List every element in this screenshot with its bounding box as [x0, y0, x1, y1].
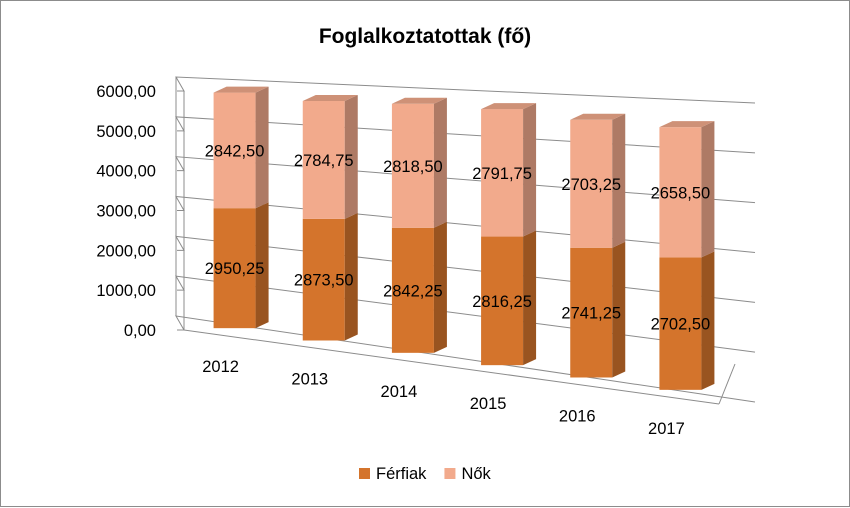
bar-front-Nők — [659, 127, 702, 258]
y-tick-label: 5000,00 — [96, 123, 156, 141]
y-tick-label: 3000,00 — [96, 203, 156, 221]
floor-right-edge — [718, 363, 736, 405]
bar-top-Nők — [659, 121, 715, 128]
bar-front-Nők — [302, 100, 345, 219]
bar-side-Férfiak — [523, 230, 537, 366]
bar-top-Nők — [391, 97, 447, 104]
gridlines — [175, 76, 756, 405]
bar-top-Nők — [302, 94, 358, 101]
data-label: 2784,75 — [294, 152, 354, 170]
bar-front-Férfiak — [481, 236, 524, 366]
bar-front-Nők — [481, 109, 524, 237]
bar-front-Férfiak — [391, 227, 434, 353]
bar-front-Nők — [213, 92, 256, 209]
x-category-label: 2014 — [381, 383, 418, 401]
gridline — [175, 156, 756, 204]
bar-top-Nők — [481, 103, 537, 110]
x-category-label: 2012 — [202, 358, 239, 376]
legend-label: Férfiak — [376, 465, 427, 483]
gridline — [175, 275, 756, 353]
data-label: 2741,25 — [561, 305, 621, 323]
y-axis-ticks: 0,00 1000,00 2000,00 3000,00 4000,00 5000,00 6… — [96, 83, 156, 340]
bar-side-Nők — [255, 86, 269, 209]
gridline — [175, 235, 756, 303]
legend-label: Nők — [461, 465, 491, 483]
legend: Férfiak Nők — [359, 465, 492, 483]
data-label: 2702,50 — [651, 316, 711, 334]
data-label: 2842,25 — [383, 282, 443, 300]
bar-side-Férfiak — [344, 212, 358, 341]
y-tick-label: 4000,00 — [96, 163, 156, 181]
floor-front-edge — [183, 329, 720, 405]
bar-side-Férfiak — [612, 241, 626, 378]
data-label: 2950,25 — [205, 260, 265, 278]
bar-front-Nők — [570, 119, 613, 248]
bar-front-Férfiak — [213, 208, 256, 329]
y-tick-label: 2000,00 — [96, 242, 156, 260]
legend-swatch — [359, 468, 370, 479]
bar-side-Nők — [433, 97, 447, 228]
chart-title: Foglalkoztatottak (fő) — [319, 25, 531, 48]
bar-side-Férfiak — [433, 221, 447, 353]
bar-front-Férfiak — [570, 247, 613, 378]
data-label: 2703,25 — [561, 176, 621, 194]
legend-swatch — [444, 468, 456, 479]
bar-side-Férfiak — [701, 251, 715, 390]
bar-side-Nők — [612, 113, 626, 248]
y-tick-label: 1000,00 — [96, 282, 156, 300]
bars — [213, 86, 715, 390]
gridline — [175, 116, 756, 154]
y-tick-label: 0,00 — [124, 322, 156, 340]
gridline — [175, 195, 756, 253]
x-axis-categories: 2012 2013 2014 2015 2016 2017 — [202, 358, 685, 438]
data-label: 2842,50 — [205, 142, 265, 160]
x-category-label: 2017 — [648, 420, 685, 438]
x-category-label: 2016 — [559, 408, 596, 426]
gridline — [175, 76, 756, 104]
bar-front-Férfiak — [659, 257, 702, 390]
x-category-label: 2015 — [470, 395, 507, 413]
data-label: 2658,50 — [651, 184, 711, 202]
bar-top-Nők — [213, 86, 269, 93]
bar-front-Nők — [391, 103, 434, 228]
data-label: 2791,75 — [472, 165, 532, 183]
data-label: 2816,25 — [472, 293, 532, 311]
data-label: 2873,50 — [294, 272, 354, 290]
bar-side-Nők — [701, 121, 715, 258]
bar-side-Nők — [523, 103, 537, 237]
y-tick-label: 6000,00 — [96, 83, 156, 101]
x-category-label: 2013 — [291, 371, 328, 389]
bar-top-Nők — [570, 113, 626, 120]
gridline — [175, 315, 756, 403]
bar-side-Nők — [344, 94, 358, 219]
data-labels: 2950,25 2842,50 2873,50 2784,75 2842,25 2818,… — [205, 142, 710, 333]
data-label: 2818,50 — [383, 158, 443, 176]
bar-front-Férfiak — [302, 218, 345, 341]
bar-side-Férfiak — [255, 202, 269, 329]
